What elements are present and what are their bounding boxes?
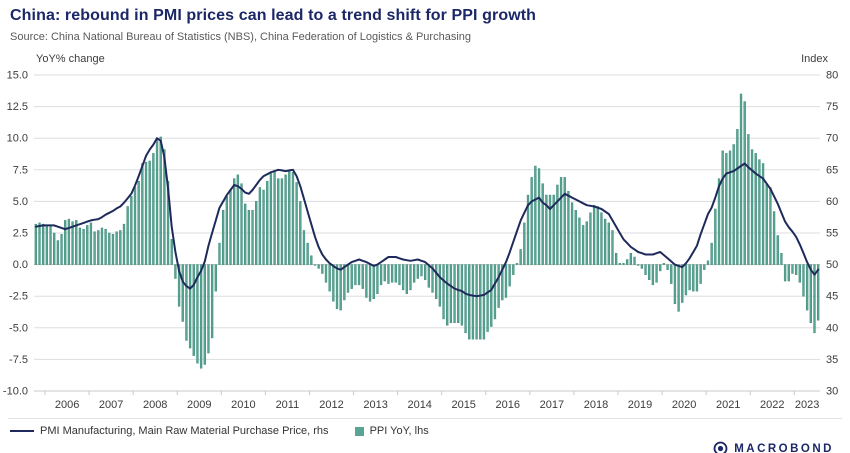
svg-text:5.0: 5.0 xyxy=(13,196,28,208)
svg-text:45: 45 xyxy=(826,291,838,303)
svg-text:70: 70 xyxy=(826,133,838,145)
legend-bar-swatch xyxy=(354,426,364,436)
svg-text:0.0: 0.0 xyxy=(13,259,28,271)
svg-text:75: 75 xyxy=(826,101,838,113)
svg-text:2011: 2011 xyxy=(276,399,300,411)
svg-text:40: 40 xyxy=(826,322,838,334)
chart-footer: PMI Manufacturing, Main Raw Material Pur… xyxy=(0,418,850,453)
svg-text:2023: 2023 xyxy=(795,399,819,411)
brand-row: MACROBOND xyxy=(6,439,844,453)
svg-text:2017: 2017 xyxy=(540,399,564,411)
macrobond-logo-icon xyxy=(713,441,728,453)
svg-text:2019: 2019 xyxy=(628,399,652,411)
svg-text:2022: 2022 xyxy=(760,399,784,411)
svg-text:12.5: 12.5 xyxy=(7,101,28,113)
svg-text:2016: 2016 xyxy=(496,399,520,411)
legend-line-swatch xyxy=(10,430,34,432)
svg-text:2020: 2020 xyxy=(672,399,696,411)
svg-text:2021: 2021 xyxy=(716,399,740,411)
svg-text:2.5: 2.5 xyxy=(13,228,28,240)
svg-text:2008: 2008 xyxy=(143,399,167,411)
svg-text:55: 55 xyxy=(826,228,838,240)
svg-text:30: 30 xyxy=(826,386,838,398)
svg-text:-5.0: -5.0 xyxy=(9,322,28,334)
svg-text:2009: 2009 xyxy=(187,399,211,411)
svg-text:10.0: 10.0 xyxy=(7,133,28,145)
svg-text:2013: 2013 xyxy=(363,399,387,411)
legend-ppi-label: PPI YoY, lhs xyxy=(369,425,429,437)
svg-text:2014: 2014 xyxy=(407,399,431,411)
svg-text:2006: 2006 xyxy=(55,399,79,411)
source-note: Source: China National Bureau of Statist… xyxy=(10,31,472,43)
svg-text:35: 35 xyxy=(826,354,838,366)
svg-text:2007: 2007 xyxy=(99,399,123,411)
svg-text:-10.0: -10.0 xyxy=(3,386,28,398)
svg-text:65: 65 xyxy=(826,164,838,176)
svg-text:-7.5: -7.5 xyxy=(9,354,28,366)
svg-text:50: 50 xyxy=(826,259,838,271)
svg-text:7.5: 7.5 xyxy=(13,164,28,176)
svg-text:60: 60 xyxy=(826,196,838,208)
right-axis-title: Index xyxy=(801,53,828,65)
svg-text:2010: 2010 xyxy=(231,399,255,411)
chart-canvas: 15.0 80 12.5 75 10.0 70 7.5 65 5.0 60 2.5 55 0.0 50 -2… xyxy=(3,70,838,412)
legend-pmi-label: PMI Manufacturing, Main Raw Material Pur… xyxy=(40,425,329,437)
chart-header: China: rebound in PMI prices can lead to… xyxy=(0,0,850,43)
macrobond-logo: MACROBOND xyxy=(713,441,834,453)
legend-item-ppi: PPI YoY, lhs xyxy=(354,425,429,437)
svg-text:80: 80 xyxy=(826,70,838,82)
left-axis-title: YoY% change xyxy=(36,53,105,65)
svg-text:2012: 2012 xyxy=(319,399,343,411)
svg-text:2015: 2015 xyxy=(451,399,475,411)
svg-text:2018: 2018 xyxy=(584,399,608,411)
page-title: China: rebound in PMI prices can lead to… xyxy=(10,7,537,24)
svg-text:-2.5: -2.5 xyxy=(9,291,28,303)
svg-text:15.0: 15.0 xyxy=(7,70,28,82)
legend-item-pmi: PMI Manufacturing, Main Raw Material Pur… xyxy=(10,425,329,437)
axis-titles-row: YoY% change Index xyxy=(0,43,850,65)
macrobond-logo-text: MACROBOND xyxy=(734,442,834,453)
legend: PMI Manufacturing, Main Raw Material Pur… xyxy=(8,418,842,439)
